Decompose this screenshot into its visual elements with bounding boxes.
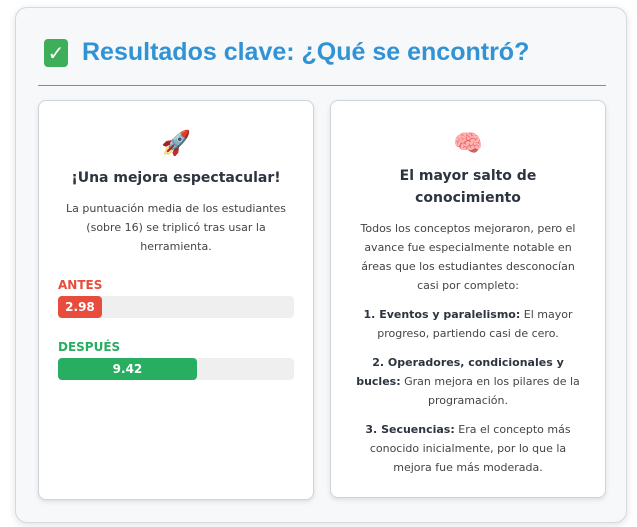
header: ✓ Resultados clave: ¿Qué se encontró? [44, 38, 529, 67]
after-label: DESPUÉS [58, 340, 121, 354]
before-bar: 2.98 [58, 296, 294, 318]
after-bar: 9.42 [58, 358, 294, 380]
results-panel: ✓ Resultados clave: ¿Qué se encontró? 🚀 … [15, 7, 627, 523]
card-text: La puntuación media de los estudiantes (… [66, 202, 286, 253]
page-title: Resultados clave: ¿Qué se encontró? [82, 38, 530, 66]
before-bar-fill: 2.98 [58, 296, 102, 318]
card-intro: Todos los conceptos mejoraron, pero el a… [360, 222, 576, 292]
list-item: 2. Operadores, condicionales y bucles: G… [356, 356, 580, 407]
before-label: ANTES [58, 278, 103, 292]
rocket-icon: 🚀 [161, 129, 191, 157]
list-item: 3. Secuencias: Era el concepto más conoc… [365, 423, 571, 474]
list-item: 1. Eventos y paralelismo: El mayor progr… [363, 308, 573, 340]
check-mark-icon: ✓ [44, 38, 68, 67]
improvement-card: 🚀 ¡Una mejora espectacular! La puntuació… [38, 100, 314, 500]
card-title: El mayor salto de conocimiento [399, 168, 537, 206]
divider [38, 85, 606, 86]
brain-icon: 🧠 [453, 129, 483, 157]
knowledge-card: 🧠 El mayor salto de conocimiento Todos l… [330, 100, 606, 498]
card-title: ¡Una mejora espectacular! [71, 170, 281, 186]
after-bar-fill: 9.42 [58, 358, 197, 380]
